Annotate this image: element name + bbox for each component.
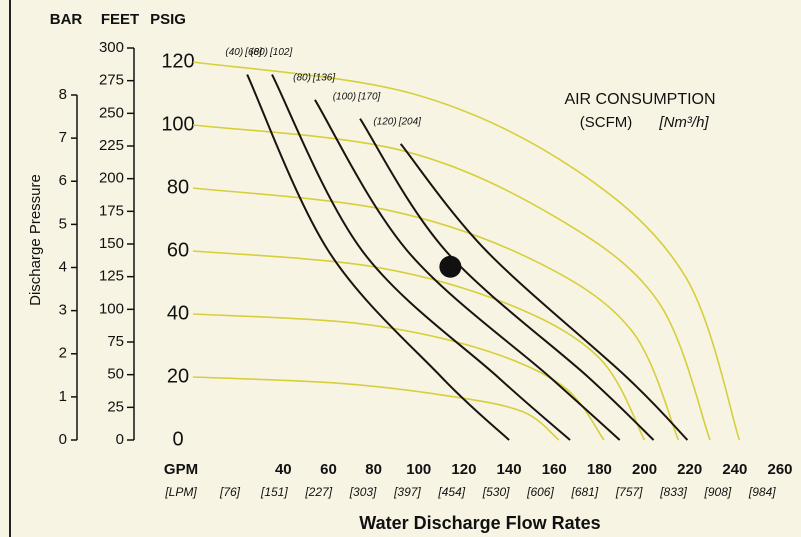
air-curve <box>246 74 510 441</box>
curve-label: (80) <box>293 72 311 83</box>
x-tick-label: 240 <box>722 461 747 478</box>
x-tick-label: 180 <box>587 461 612 478</box>
bar-tick-label: 3 <box>59 302 67 319</box>
x-axis-label: Water Discharge Flow Rates <box>359 513 600 533</box>
curve-label: (40) <box>225 47 243 58</box>
bar-tick-label: 5 <box>59 215 67 232</box>
feet-axis-title: FEET <box>101 11 139 28</box>
feet-tick-label: 225 <box>99 137 124 154</box>
x-metric-label: [606] <box>526 485 554 499</box>
feet-tick-label: 200 <box>99 170 124 187</box>
psig-axis-title: PSIG <box>150 11 186 28</box>
feet-tick-label: 75 <box>107 333 124 350</box>
curve-label-metric: [68] <box>244 47 262 58</box>
x-metric-label: [908] <box>704 485 732 499</box>
bar-tick-label: 8 <box>59 86 67 103</box>
y-tick-label: 120 <box>161 50 194 72</box>
air-title: AIR CONSUMPTION <box>564 91 715 108</box>
x-metric-label: [757] <box>615 485 643 499</box>
feet-tick-label: 275 <box>99 72 124 89</box>
operating-point <box>439 255 462 278</box>
x-metric-label: [397] <box>393 485 421 499</box>
y-tick-label: 100 <box>161 113 194 135</box>
curve-label-metric: [170] <box>357 91 380 102</box>
feet-tick-label: 50 <box>107 366 124 383</box>
x-metric-label: [833] <box>659 485 687 499</box>
x-tick-label: 100 <box>406 461 431 478</box>
x-tick-label: 260 <box>767 461 792 478</box>
x-tick-label: 160 <box>542 461 567 478</box>
air-curve <box>314 99 621 441</box>
pressure-curve <box>192 124 711 441</box>
x-tick-label: 120 <box>451 461 476 478</box>
bar-tick-label: 7 <box>59 129 67 146</box>
y-axis-label: Discharge Pressure <box>27 174 44 306</box>
y-tick-label: 20 <box>167 365 189 387</box>
air-curve <box>359 118 655 441</box>
bar-tick-label: 6 <box>59 172 67 189</box>
air-units-metric: [Nm³/h] <box>658 114 709 131</box>
x-tick-label: 40 <box>275 461 292 478</box>
curve-label: (100) <box>333 91 356 102</box>
feet-tick-label: 0 <box>116 431 124 448</box>
feet-tick-label: 100 <box>99 300 124 317</box>
feet-tick-label: 125 <box>99 268 124 285</box>
air-units: (SCFM) <box>580 114 633 131</box>
x-tick-label: 220 <box>677 461 702 478</box>
feet-tick-label: 250 <box>99 104 124 121</box>
bar-tick-label: 1 <box>59 388 67 405</box>
x-unit-metric: [LPM] <box>164 485 197 499</box>
curve-label: (120) <box>373 117 396 128</box>
y-tick-label: 0 <box>172 428 183 450</box>
air-curve <box>399 143 689 441</box>
y-tick-label: 40 <box>167 302 189 324</box>
feet-tick-label: 150 <box>99 235 124 252</box>
x-metric-label: [530] <box>482 485 510 499</box>
bar-axis-title: BAR <box>50 11 83 28</box>
x-metric-label: [681] <box>570 485 598 499</box>
feet-tick-label: 25 <box>107 398 124 415</box>
y-tick-label: 80 <box>167 176 189 198</box>
x-tick-label: 60 <box>320 461 337 478</box>
curve-label-metric: [204] <box>398 117 421 128</box>
x-metric-label: [984] <box>748 485 776 499</box>
x-metric-label: [76] <box>219 485 241 499</box>
pressure-curve <box>192 61 741 441</box>
feet-tick-label: 175 <box>99 202 124 219</box>
bar-tick-label: 4 <box>59 258 67 275</box>
bar-tick-label: 0 <box>59 431 67 448</box>
x-tick-label: 140 <box>497 461 522 478</box>
curve-label-metric: [102] <box>269 47 292 58</box>
pressure-curve <box>192 376 560 441</box>
x-metric-label: [303] <box>349 485 377 499</box>
x-tick-label: 200 <box>632 461 657 478</box>
x-metric-label: [151] <box>260 485 288 499</box>
pressure-curve <box>192 313 605 441</box>
curve-label-metric: [136] <box>312 72 335 83</box>
x-unit: GPM <box>164 461 198 478</box>
feet-tick-label: 300 <box>99 39 124 56</box>
x-metric-label: [227] <box>304 485 332 499</box>
y-tick-label: 60 <box>167 239 189 261</box>
x-metric-label: [454] <box>437 485 465 499</box>
pressure-curve <box>192 187 680 441</box>
curve-label: (60) <box>250 47 268 58</box>
x-tick-label: 80 <box>365 461 382 478</box>
bar-tick-label: 2 <box>59 345 67 362</box>
air-curve <box>271 74 571 441</box>
